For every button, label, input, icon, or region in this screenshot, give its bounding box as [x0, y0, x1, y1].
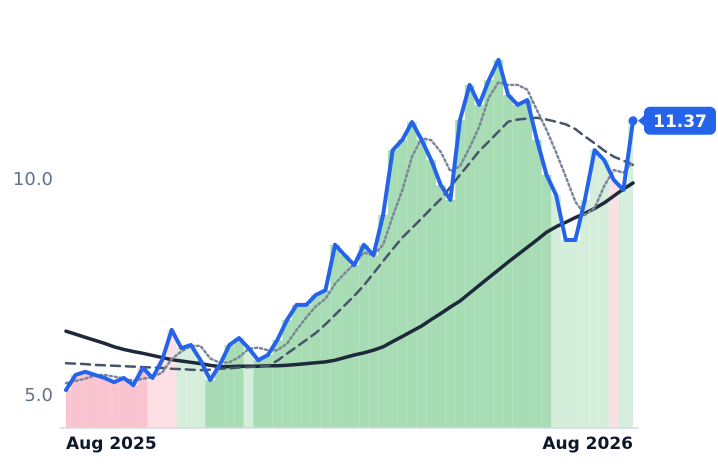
area-bar [570, 240, 581, 428]
average-line [64, 181, 635, 369]
area-bar [426, 160, 436, 428]
area-bar [138, 367, 148, 428]
area-bar [532, 139, 542, 428]
area-bar [551, 195, 561, 428]
area-bar [176, 348, 187, 428]
area-bar [445, 199, 456, 428]
area-bar [224, 345, 235, 428]
area-bar [128, 385, 139, 428]
area-bar [541, 174, 552, 428]
x-tick-label: Aug 2025 [66, 434, 157, 454]
area-bar [628, 120, 633, 428]
area-bar [368, 255, 379, 428]
area-bar [263, 354, 273, 428]
area-bar [214, 364, 225, 428]
value-badge [644, 106, 716, 135]
area-bar [560, 240, 571, 428]
area-bar [387, 150, 398, 429]
area-bar [272, 339, 283, 428]
area-bar [378, 214, 388, 428]
area-bar [166, 329, 177, 428]
area-bar [512, 104, 523, 428]
y-tick-label: 5.0 [24, 385, 53, 406]
area-bar [291, 304, 302, 428]
area-bar [407, 122, 417, 429]
area-bar [99, 377, 110, 428]
area-bar [455, 119, 465, 429]
area-bar [416, 139, 427, 428]
area-bar [599, 160, 609, 428]
area-bar [253, 360, 264, 428]
area-bar [90, 374, 100, 428]
value-label: 11.37 [653, 112, 707, 132]
area-bar [608, 179, 619, 428]
area-bar [522, 100, 533, 428]
area-bar [109, 382, 119, 428]
area-bar [195, 360, 206, 428]
area-bar [243, 348, 254, 428]
area-bar [118, 377, 129, 428]
area-bar [234, 338, 244, 428]
area-bar [205, 380, 215, 428]
area-bar [349, 265, 360, 428]
area-bar [484, 80, 494, 429]
area-bar [589, 150, 600, 429]
area-bar [282, 319, 292, 428]
area-bar [301, 304, 312, 428]
area-bar [435, 185, 446, 428]
area-bar [147, 377, 158, 428]
y-tick-label: 10.0 [13, 169, 53, 190]
area-bar [186, 345, 196, 428]
area-bar [580, 199, 590, 428]
area-bar [66, 389, 71, 428]
badge-pointer [638, 114, 645, 127]
area-bar [80, 371, 91, 428]
area-bar [320, 290, 331, 428]
average-line [64, 116, 635, 372]
area-bar [330, 244, 340, 428]
area-bar [474, 104, 485, 428]
average-line [64, 81, 635, 385]
last-point [628, 116, 638, 126]
area-bar [493, 59, 504, 429]
area-bar [464, 84, 475, 428]
price-line [64, 57, 635, 392]
area-bar [70, 374, 81, 428]
area-bar [397, 139, 408, 428]
area-bar [339, 255, 350, 428]
x-tick-label: Aug 2026 [542, 434, 633, 454]
area-bar [157, 360, 167, 428]
area-bar [359, 244, 369, 428]
area-bar [618, 189, 629, 428]
